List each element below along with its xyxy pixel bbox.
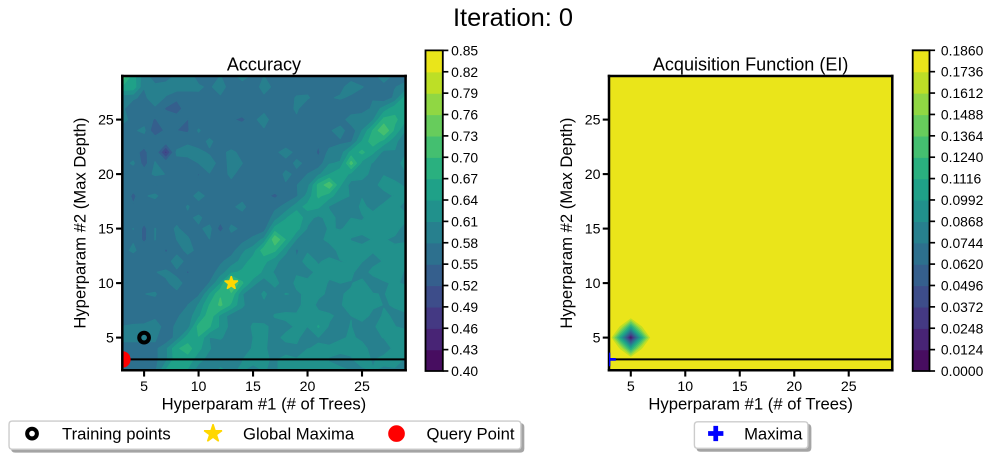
svg-text:Global Maxima: Global Maxima <box>243 424 355 443</box>
svg-text:0.1488: 0.1488 <box>941 106 984 122</box>
svg-text:10: 10 <box>98 276 114 292</box>
svg-text:0.1240: 0.1240 <box>941 149 984 165</box>
svg-text:Hyperparam #2 (Max Depth): Hyperparam #2 (Max Depth) <box>557 118 576 329</box>
svg-text:20: 20 <box>585 167 601 183</box>
svg-text:5: 5 <box>106 331 114 347</box>
svg-text:10: 10 <box>585 276 601 292</box>
svg-text:0.0868: 0.0868 <box>941 213 984 229</box>
svg-text:25: 25 <box>841 379 857 395</box>
svg-text:0.0620: 0.0620 <box>941 256 984 272</box>
svg-text:10: 10 <box>677 379 693 395</box>
svg-text:25: 25 <box>354 379 370 395</box>
svg-text:Hyperparam #1 (# of Trees): Hyperparam #1 (# of Trees) <box>162 395 367 414</box>
svg-text:0.49: 0.49 <box>451 299 478 315</box>
svg-text:Maxima: Maxima <box>744 424 803 443</box>
svg-text:10: 10 <box>191 379 207 395</box>
svg-text:20: 20 <box>98 167 114 183</box>
svg-text:0.0124: 0.0124 <box>941 342 984 358</box>
svg-text:0.67: 0.67 <box>451 171 478 187</box>
svg-text:0.58: 0.58 <box>451 235 478 251</box>
svg-text:Hyperparam #2 (Max Depth): Hyperparam #2 (Max Depth) <box>70 118 89 329</box>
svg-text:15: 15 <box>585 222 601 238</box>
svg-text:15: 15 <box>98 222 114 238</box>
svg-text:Training points: Training points <box>62 424 171 443</box>
svg-text:0.1116: 0.1116 <box>941 171 982 187</box>
svg-text:5: 5 <box>140 379 148 395</box>
svg-text:Hyperparam #1 (# of Trees): Hyperparam #1 (# of Trees) <box>648 395 853 414</box>
svg-text:0.82: 0.82 <box>451 64 478 80</box>
svg-text:0.1612: 0.1612 <box>941 85 984 101</box>
svg-text:25: 25 <box>585 113 601 129</box>
svg-text:0.43: 0.43 <box>451 342 478 358</box>
svg-text:0.64: 0.64 <box>451 192 478 208</box>
svg-text:0.79: 0.79 <box>451 85 478 101</box>
svg-text:15: 15 <box>245 379 261 395</box>
svg-text:15: 15 <box>732 379 748 395</box>
svg-text:0.0992: 0.0992 <box>941 192 984 208</box>
svg-text:0.1364: 0.1364 <box>941 128 984 144</box>
svg-text:0.55: 0.55 <box>451 256 478 272</box>
svg-text:0.76: 0.76 <box>451 107 478 123</box>
svg-text:Acquisition Function (EI): Acquisition Function (EI) <box>653 54 849 74</box>
svg-text:0.0496: 0.0496 <box>941 278 984 294</box>
svg-text:0.61: 0.61 <box>451 213 478 229</box>
svg-text:0.85: 0.85 <box>451 42 478 58</box>
svg-text:0.70: 0.70 <box>451 149 478 165</box>
svg-text:Accuracy: Accuracy <box>227 54 301 74</box>
svg-text:5: 5 <box>593 331 601 347</box>
svg-text:Iteration: 0: Iteration: 0 <box>453 4 573 32</box>
svg-text:20: 20 <box>300 379 316 395</box>
svg-text:0.46: 0.46 <box>451 320 478 336</box>
svg-text:0.1736: 0.1736 <box>941 64 984 80</box>
svg-text:0.73: 0.73 <box>451 128 478 144</box>
svg-text:0.0248: 0.0248 <box>941 320 984 336</box>
svg-text:0.0372: 0.0372 <box>941 299 984 315</box>
svg-text:0.1860: 0.1860 <box>941 42 984 58</box>
svg-text:0.52: 0.52 <box>451 278 478 294</box>
svg-text:0.0000: 0.0000 <box>941 363 984 379</box>
svg-text:20: 20 <box>786 379 802 395</box>
svg-text:25: 25 <box>98 113 114 129</box>
svg-text:0.0744: 0.0744 <box>941 235 984 251</box>
svg-text:5: 5 <box>627 379 635 395</box>
svg-text:0.40: 0.40 <box>451 363 478 379</box>
svg-text:Query Point: Query Point <box>427 424 515 443</box>
